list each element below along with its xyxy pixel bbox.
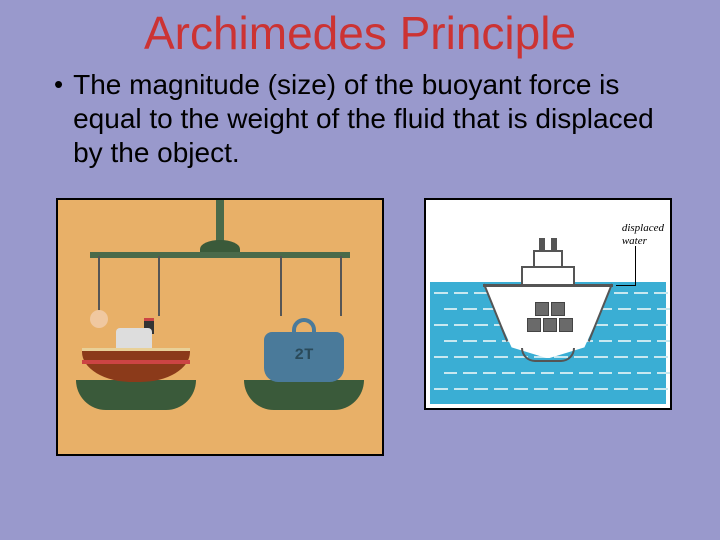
boat [82,328,190,382]
cargo-box [527,318,541,332]
cargo-box [559,318,573,332]
balance-scale-illustration: 2T [56,198,384,456]
ship [483,238,613,358]
slide-title: Archimedes Principle [0,0,720,60]
scale-beam [90,252,350,258]
counterweight: 2T [264,318,344,382]
scale-pan-right [244,380,364,410]
cargo-box [543,318,557,332]
wave-row [426,388,670,392]
scale-rope [158,256,160,316]
ship-displacement-diagram: displaced water [424,198,672,410]
label-pointer [616,246,636,286]
cargo-box [551,302,565,316]
bullet-text: The magnitude (size) of the buoyant forc… [73,68,680,170]
displaced-water-label: displaced water [622,222,664,246]
wave-row [426,372,670,376]
weight-label: 2T [264,346,344,364]
cargo-box [535,302,549,316]
bullet-marker: • [54,68,63,170]
images-container: 2T displaced water [0,170,720,456]
scale-rope [98,256,100,316]
bullet-item: • The magnitude (size) of the buoyant fo… [0,60,720,170]
scale-pan-left [76,380,196,410]
scale-rope [280,256,282,316]
scale-post [216,200,224,244]
scale-rope [340,256,342,316]
